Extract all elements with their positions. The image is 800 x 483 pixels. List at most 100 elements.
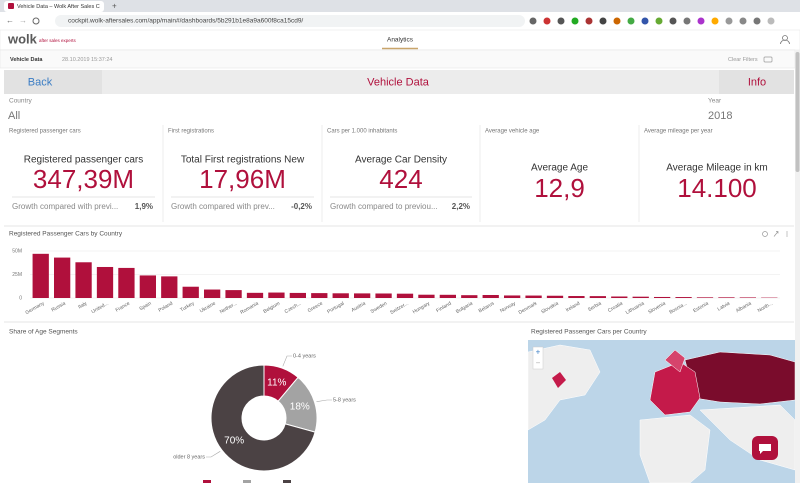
bar [204, 289, 221, 298]
panel-icons [762, 231, 788, 237]
legend-swatch [243, 480, 251, 483]
chat-icon [759, 444, 771, 454]
page-name: Vehicle Data [10, 57, 43, 63]
land [527, 344, 601, 431]
slice-label: 70% [224, 435, 244, 446]
menu-icon[interactable] [786, 231, 788, 233]
menu-icon[interactable] [786, 233, 788, 235]
kpi-growth: 2,2% [452, 202, 470, 211]
kpi-value: 347,39M [33, 164, 134, 194]
extension-icon [557, 17, 565, 25]
bar [461, 295, 478, 298]
bar [739, 297, 756, 298]
kpi-value: 14.100 [677, 173, 757, 203]
slice-category: older 8 years [173, 454, 205, 460]
url: cockpit.wolk-aftersales.com/app/main#/da… [68, 18, 303, 25]
bar [439, 294, 456, 298]
info-icon[interactable] [762, 231, 768, 237]
land [639, 414, 711, 483]
extension-icon [753, 17, 761, 25]
bar [525, 295, 542, 298]
map-land [527, 344, 796, 483]
kpi-title: Total First registrations New [181, 155, 305, 166]
extension-icon [599, 17, 607, 25]
nav-analytics[interactable]: Analytics [387, 37, 414, 44]
bar [611, 296, 628, 298]
filter-label: Year [708, 98, 722, 105]
info-tile[interactable] [719, 70, 794, 94]
kpi-title: Average Car Density [355, 155, 447, 166]
info-label[interactable]: Info [748, 76, 766, 88]
zoom-out[interactable]: − [536, 359, 541, 368]
kpi-title: Registered passenger cars [24, 155, 144, 166]
user-icon[interactable] [782, 35, 788, 41]
y-tick-label: 25M [12, 272, 22, 278]
slice-category: 5-8 years [333, 397, 356, 403]
extension-icon [571, 17, 579, 25]
bar [118, 267, 135, 298]
kpi-title: Average Mileage in km [666, 163, 768, 174]
tab[interactable] [4, 1, 104, 12]
bar [182, 286, 199, 298]
bar [504, 295, 521, 298]
kpi-label: First registrations [168, 129, 214, 135]
kpi-value: 12,9 [534, 173, 585, 203]
bar [654, 296, 671, 298]
bar [568, 296, 585, 298]
russia [684, 351, 796, 405]
kpi-label: Cars per 1.000 inhabitants [327, 129, 397, 135]
filter-value[interactable]: 2018 [708, 110, 732, 122]
map-title: Registered Passenger Cars per Country [531, 329, 647, 336]
callout-line [206, 451, 221, 458]
favicon [8, 3, 14, 9]
bar [246, 292, 264, 298]
extension-icon [641, 17, 649, 25]
logo-subtitle: after sales experts [39, 38, 77, 43]
legend-swatch [203, 480, 211, 483]
bar [332, 293, 349, 298]
kpi-growth-label: Growth compared with prev... [171, 202, 275, 211]
menu-icon[interactable] [786, 235, 788, 237]
bar [675, 297, 692, 298]
slice-label: 11% [267, 377, 286, 388]
extension-icon [683, 17, 691, 25]
bar [632, 296, 649, 298]
filter-icon[interactable] [763, 56, 773, 63]
kpi-label: Registered passenger cars [9, 129, 81, 135]
extension-icon [697, 17, 705, 25]
back-label[interactable]: Back [28, 76, 53, 88]
bar [75, 262, 92, 298]
url-field[interactable] [55, 15, 525, 27]
extension-icon [711, 17, 719, 25]
zoom-control [532, 346, 544, 370]
extension-icon [613, 17, 621, 25]
forward-button[interactable]: → [19, 16, 27, 25]
x-tick-label: Latvia [717, 301, 732, 313]
kpi-label: Average vehicle age [485, 129, 540, 135]
bar [396, 293, 414, 298]
clear-filters[interactable]: Clear Filters [728, 57, 758, 63]
new-tab[interactable]: + [112, 2, 117, 11]
bar [354, 293, 371, 298]
expand-icon[interactable] [773, 231, 779, 237]
filter-label: Country [9, 98, 33, 105]
reload-button[interactable] [32, 17, 40, 25]
extension-icon [739, 17, 747, 25]
y-tick-label: 50M [12, 248, 22, 254]
kpi-growth: 1,9% [135, 202, 153, 211]
callout-line [316, 399, 332, 402]
callout-line [282, 355, 292, 367]
back-button[interactable]: ← [6, 16, 14, 25]
extension-icon [669, 17, 677, 25]
zoom-in[interactable]: + [536, 348, 541, 357]
bar [225, 290, 242, 298]
filter-value[interactable]: All [8, 110, 20, 122]
extension-icon [627, 17, 635, 25]
kpi-growth-label: Growth compared to previou... [330, 202, 438, 211]
chart-title: Share of Age Segments [9, 329, 78, 336]
scrollbar-thumb[interactable] [795, 52, 800, 172]
logo: wolk [7, 31, 38, 46]
back-tile[interactable] [4, 70, 102, 94]
tab-bar [0, 0, 800, 12]
bar [54, 257, 71, 298]
